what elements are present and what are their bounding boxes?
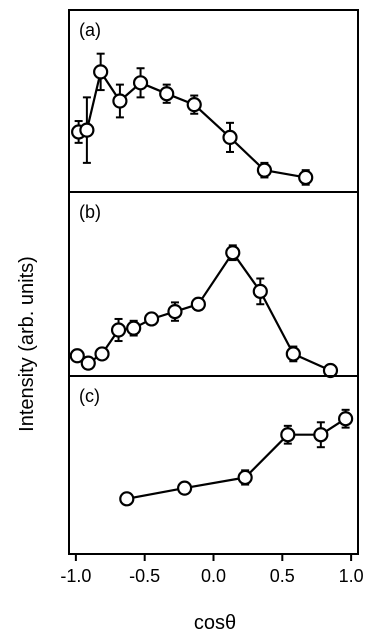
data-point <box>80 355 96 371</box>
data-point <box>298 169 314 186</box>
data-point <box>110 322 127 338</box>
data-point <box>159 86 175 102</box>
data-point <box>252 283 268 299</box>
data-point <box>69 348 85 364</box>
data-point <box>79 122 95 138</box>
data-point <box>338 411 354 427</box>
data-point <box>112 93 128 109</box>
series-line <box>126 417 347 500</box>
panel-1: (a) <box>68 9 359 193</box>
x-tick-label: 0.0 <box>201 566 226 586</box>
data-point <box>143 311 160 327</box>
series-line <box>78 70 306 179</box>
panel-label: (a) <box>79 20 101 40</box>
x-axis-label: cosθ <box>194 612 236 634</box>
panel-label: (b) <box>79 202 101 222</box>
data-point <box>132 75 149 91</box>
data-point <box>119 491 135 507</box>
x-tick-label: 1.0 <box>339 566 364 586</box>
data-point <box>313 427 329 443</box>
x-axis-ticks: -1.0 -0.5 0.0 0.5 1.0 <box>60 554 364 586</box>
panel-frame <box>68 375 359 555</box>
panel-frame <box>68 191 359 377</box>
panel-label: (c) <box>79 386 100 406</box>
data-point <box>177 480 193 496</box>
data-point <box>186 97 202 113</box>
x-tick-label: -1.0 <box>60 566 91 586</box>
data-point <box>222 129 238 145</box>
data-point <box>280 427 296 443</box>
panel-3: (c) <box>68 375 359 555</box>
data-point <box>126 320 142 336</box>
data-point <box>190 296 206 312</box>
data-point <box>225 245 241 261</box>
data-point <box>256 162 273 178</box>
panel-2: (b) <box>68 191 359 379</box>
data-point <box>93 64 109 80</box>
y-axis-label: Intensity (arb. units) <box>16 256 38 432</box>
panels-group: (a) (b) (c) <box>68 9 359 555</box>
x-tick-label: 0.5 <box>270 566 295 586</box>
data-point <box>94 346 110 362</box>
x-tick-label: -0.5 <box>129 566 160 586</box>
data-point <box>285 346 301 362</box>
data-point <box>167 304 183 320</box>
data-point <box>237 469 253 486</box>
